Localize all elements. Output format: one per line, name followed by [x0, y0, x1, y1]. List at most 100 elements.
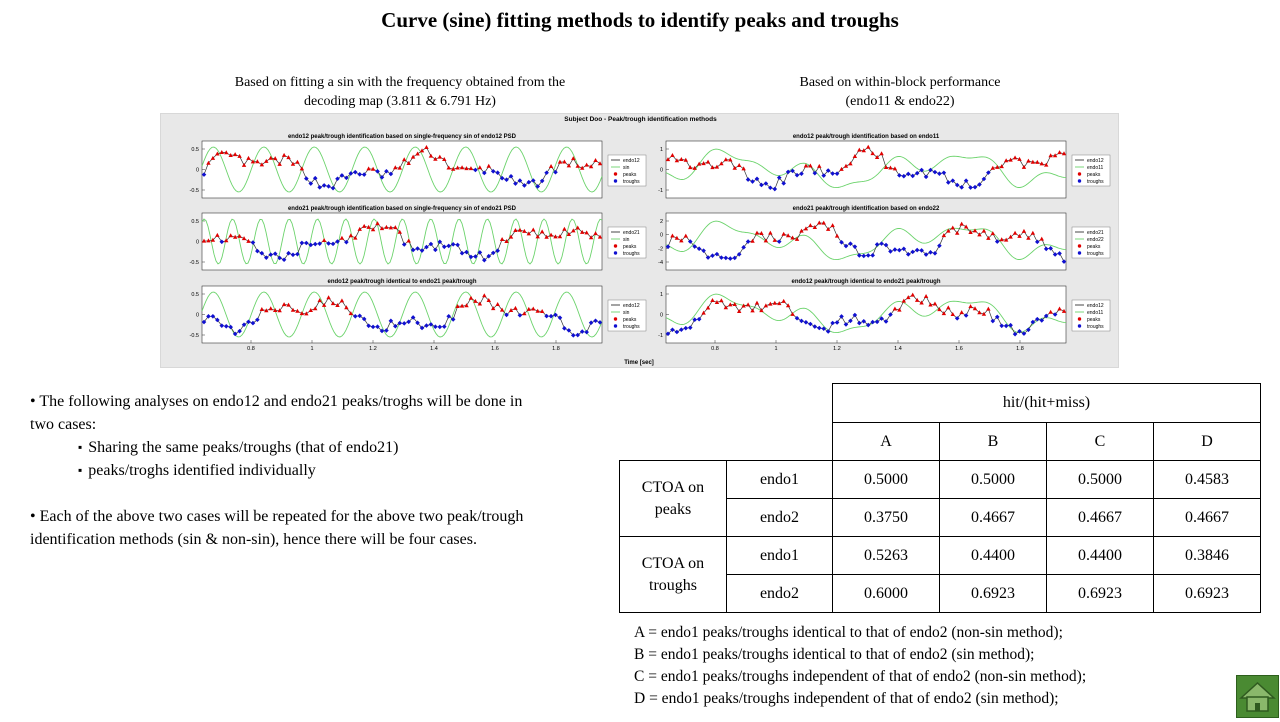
peak-marker	[206, 238, 211, 243]
peak-marker	[268, 155, 273, 160]
peak-marker	[468, 166, 474, 171]
peak-marker	[370, 166, 376, 171]
trough-marker	[326, 241, 331, 246]
y-tick-label: -1	[658, 188, 663, 194]
y-tick-label: 0	[196, 313, 199, 319]
bullet-item: • Each of the above two cases will be re…	[30, 508, 524, 548]
legend-label: troughs	[1087, 324, 1104, 330]
peak-marker	[290, 307, 296, 312]
x-tick-label: 1.2	[369, 346, 377, 352]
trough-marker	[593, 318, 598, 324]
peak-marker	[584, 230, 589, 235]
peak-marker	[803, 163, 809, 168]
peak-marker	[977, 310, 982, 315]
sub-bullet-item: Sharing the same peaks/troughs (that of …	[30, 436, 550, 459]
trough-marker	[901, 246, 907, 252]
peak-marker	[232, 152, 238, 157]
peak-marker	[495, 301, 500, 306]
peak-marker	[763, 238, 769, 243]
peak-marker	[482, 293, 487, 298]
trough-marker	[963, 178, 969, 184]
trough-marker	[263, 255, 269, 260]
peak-marker	[588, 235, 594, 240]
trough-marker	[424, 244, 429, 250]
legend-notes: A = endo1 peaks/troughs identical to tha…	[634, 622, 1086, 710]
peak-marker	[308, 307, 313, 312]
trough-marker	[410, 247, 416, 253]
peak-marker	[1003, 237, 1009, 242]
results-table: hit/(hit+miss) A B C D CTOA on peaks end…	[619, 383, 1261, 613]
home-button[interactable]	[1236, 675, 1279, 718]
peak-marker	[963, 224, 969, 229]
trough-marker	[1003, 323, 1009, 329]
x-tick-label: 1.8	[1016, 346, 1024, 352]
trough-marker	[1035, 316, 1040, 322]
peak-marker	[571, 156, 576, 161]
peak-marker	[768, 301, 773, 306]
peak-marker	[535, 308, 540, 313]
trough-marker	[981, 176, 987, 182]
peak-marker	[504, 239, 509, 244]
trough-marker	[450, 242, 456, 247]
trough-marker	[513, 181, 518, 186]
peak-marker	[571, 228, 576, 233]
peak-marker	[1030, 159, 1036, 164]
peak-marker	[928, 302, 933, 307]
trough-marker	[994, 314, 1000, 320]
trough-marker	[986, 170, 991, 175]
peak-marker	[665, 157, 671, 162]
peak-marker	[531, 306, 536, 311]
legend-label: peaks	[623, 317, 637, 323]
peak-marker	[442, 156, 447, 161]
peak-marker	[999, 164, 1004, 169]
trough-marker	[379, 174, 385, 180]
trough-marker	[415, 246, 420, 251]
trough-marker	[290, 252, 296, 258]
peak-marker	[593, 231, 598, 236]
peak-marker	[959, 310, 964, 315]
peak-marker	[370, 227, 376, 232]
trough-marker	[763, 181, 769, 186]
trough-marker	[419, 325, 425, 331]
trough-marker	[750, 179, 755, 184]
trough-marker	[246, 319, 251, 325]
peak-marker	[224, 150, 229, 155]
table-row: endo2 0.3750 0.4667 0.4667 0.4667	[620, 498, 1261, 537]
panel-axes	[201, 140, 603, 199]
trough-marker	[888, 249, 893, 254]
table-cell: 0.3846	[1153, 536, 1261, 575]
peak-marker	[759, 308, 764, 313]
y-tick-label: 0.5	[191, 219, 199, 225]
peak-marker	[781, 298, 786, 303]
trough-marker	[874, 242, 880, 247]
peak-marker	[259, 162, 265, 167]
peak-marker	[1061, 308, 1067, 313]
trough-marker	[692, 244, 697, 249]
trough-marker	[508, 173, 514, 179]
trough-marker	[932, 169, 938, 175]
peak-marker	[232, 234, 238, 239]
peak-marker	[259, 306, 265, 311]
trough-marker	[923, 174, 929, 180]
peak-marker	[728, 157, 733, 162]
peak-marker	[723, 305, 729, 310]
trough-marker	[843, 243, 849, 249]
y-tick-label: 0.5	[191, 147, 199, 153]
table-cell: 0.5000	[832, 460, 940, 499]
peak-marker	[588, 164, 594, 169]
table-row: CTOA on peaks endo1 0.5000 0.5000 0.5000…	[619, 460, 1261, 537]
slide-title: Curve (sine) fitting methods to identify…	[381, 8, 899, 32]
peak-marker	[353, 235, 358, 240]
peak-marker	[486, 298, 491, 303]
peak-marker	[255, 159, 260, 164]
peak-marker	[714, 164, 720, 169]
peak-marker	[705, 159, 711, 164]
peak-marker	[901, 298, 907, 303]
peak-marker	[701, 310, 706, 315]
trough-marker	[754, 176, 760, 182]
trough-marker	[415, 320, 420, 326]
panel-title: endo12 peak/trough identical to endo21 p…	[327, 279, 476, 285]
peak-marker	[1008, 157, 1013, 162]
peak-marker	[1057, 306, 1062, 311]
trough-marker	[566, 328, 572, 333]
